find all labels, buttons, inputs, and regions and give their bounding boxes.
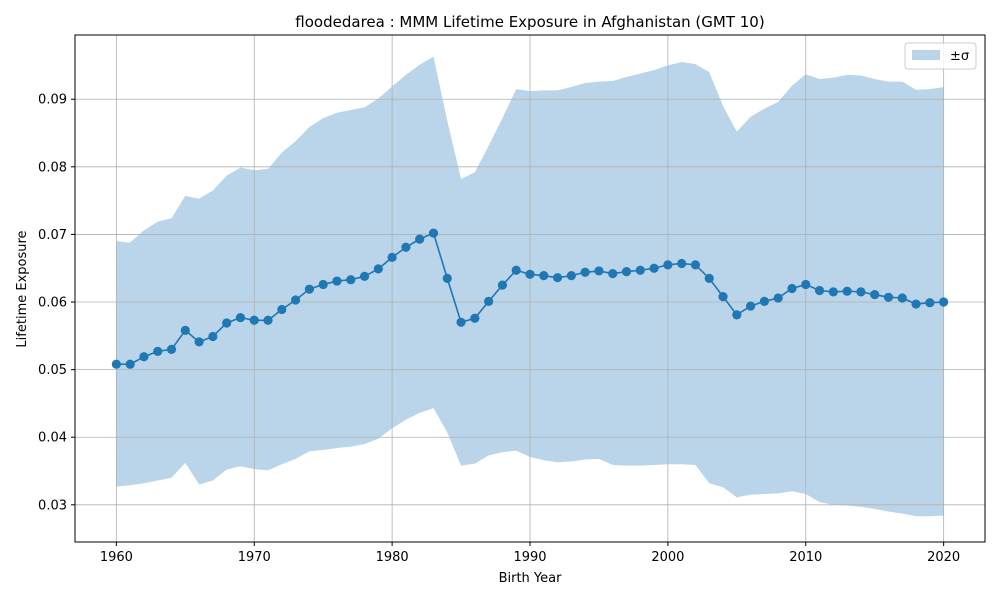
data-point — [470, 313, 480, 323]
data-point — [153, 346, 163, 356]
data-point — [787, 283, 797, 294]
data-point — [497, 280, 508, 290]
data-point — [801, 279, 811, 290]
data-point — [897, 293, 907, 303]
data-point — [690, 260, 701, 270]
data-point — [663, 260, 673, 270]
data-point — [401, 242, 411, 252]
x-tick-label: 2000 — [651, 550, 684, 565]
data-point — [759, 296, 769, 306]
data-point — [318, 279, 328, 290]
data-point — [677, 258, 687, 269]
data-point — [166, 344, 177, 354]
data-point — [732, 310, 742, 320]
x-tick-label: 2010 — [789, 550, 822, 565]
y-tick-label: 0.08 — [38, 160, 67, 175]
data-point — [511, 265, 521, 275]
legend-box — [904, 42, 977, 70]
data-point — [746, 301, 756, 311]
data-point — [704, 273, 714, 283]
x-tick-label: 1990 — [513, 550, 546, 565]
data-point — [814, 285, 825, 296]
data-point — [415, 234, 425, 244]
y-tick-label: 0.09 — [38, 93, 67, 108]
data-point — [222, 318, 232, 328]
data-point — [442, 273, 452, 283]
data-point — [883, 292, 894, 302]
x-axis-ticks: 1960 1970 1980 1990 2000 2010 2020 — [100, 542, 960, 565]
data-point — [180, 325, 190, 336]
y-tick-label: 0.06 — [38, 296, 67, 311]
data-point — [925, 298, 935, 308]
data-point — [870, 289, 880, 300]
data-point — [235, 312, 246, 323]
legend: ±σ — [904, 42, 977, 70]
data-point — [277, 304, 287, 315]
data-point — [939, 297, 949, 307]
data-point — [525, 269, 535, 279]
data-point — [484, 296, 494, 306]
x-tick-label: 1980 — [376, 550, 409, 565]
data-point — [125, 359, 135, 369]
data-point — [456, 317, 466, 327]
data-point — [552, 273, 563, 283]
data-point — [291, 295, 301, 305]
y-tick-label: 0.05 — [38, 363, 67, 378]
data-point — [249, 315, 259, 325]
data-point — [718, 292, 728, 302]
data-point — [635, 265, 645, 275]
data-point — [539, 271, 549, 281]
data-point — [856, 287, 866, 297]
data-point — [828, 287, 838, 297]
data-point — [373, 264, 383, 274]
chart-title: floodedarea : MMM Lifetime Exposure in A… — [295, 13, 764, 31]
data-point — [621, 267, 632, 277]
x-tick-label: 1970 — [238, 550, 271, 565]
data-point — [346, 275, 356, 285]
x-tick-label: 2020 — [927, 550, 960, 565]
data-point — [111, 359, 121, 369]
data-point — [594, 266, 604, 276]
data-point — [911, 299, 921, 309]
legend-swatch — [912, 50, 940, 60]
data-point — [139, 352, 149, 362]
data-point — [208, 331, 218, 342]
data-point — [842, 286, 852, 296]
data-point — [194, 337, 204, 347]
data-point — [580, 267, 590, 277]
data-point — [304, 284, 314, 294]
y-tick-label: 0.04 — [38, 431, 67, 446]
y-tick-label: 0.07 — [38, 228, 67, 243]
y-axis-label: Lifetime Exposure — [15, 230, 30, 347]
data-point — [359, 271, 370, 281]
data-point — [428, 228, 439, 238]
data-point — [649, 263, 659, 273]
data-point — [608, 269, 618, 279]
x-axis-label: Birth Year — [499, 571, 563, 586]
data-point — [332, 276, 342, 286]
y-tick-label: 0.03 — [38, 498, 67, 513]
y-axis-ticks: 0.03 0.04 0.05 0.06 0.07 0.08 0.09 — [38, 93, 75, 513]
data-point — [263, 315, 273, 325]
data-point — [566, 271, 576, 281]
series-marker-layer — [111, 228, 949, 369]
data-point — [773, 293, 783, 303]
x-tick-label: 1960 — [100, 550, 133, 565]
legend-label: ±σ — [950, 49, 969, 64]
data-point — [387, 252, 397, 263]
